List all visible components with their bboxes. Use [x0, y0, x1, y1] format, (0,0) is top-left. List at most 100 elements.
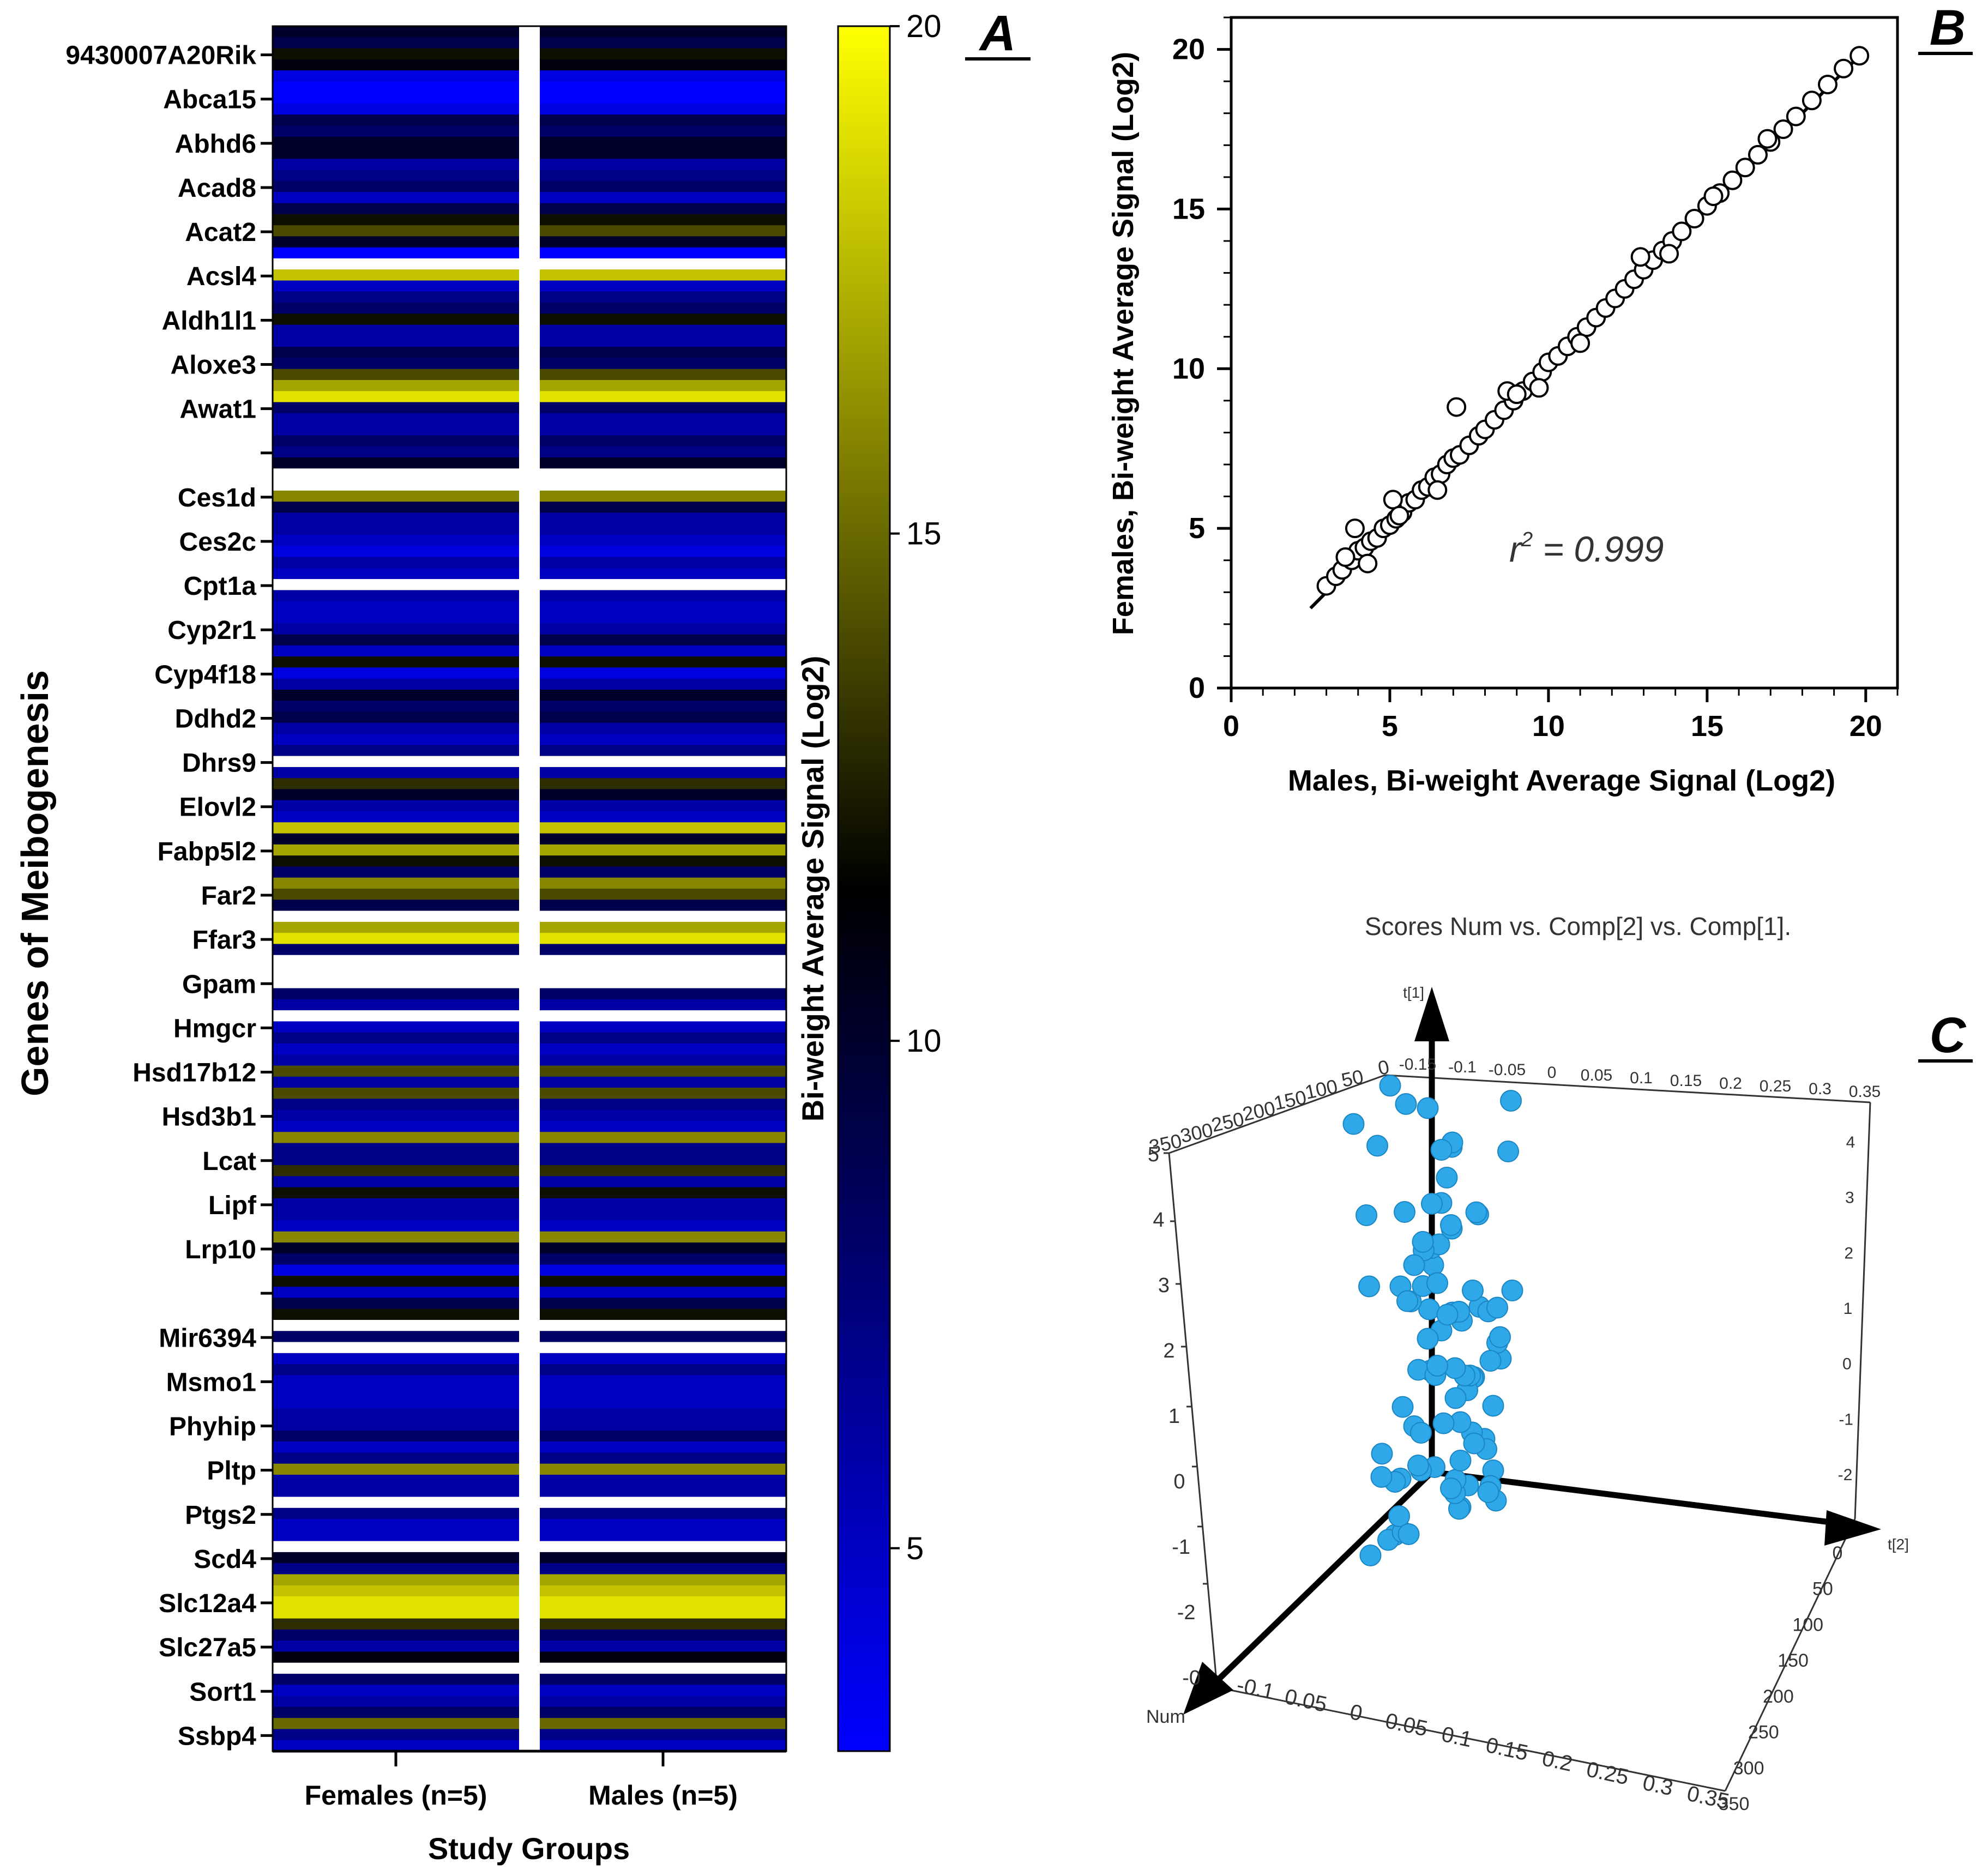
- score-sphere: [1426, 1272, 1448, 1294]
- scores-tick-label: 50: [1812, 1579, 1833, 1600]
- gene-label: Msmo1: [166, 1368, 256, 1397]
- scores-tick-label: 1: [1844, 1300, 1853, 1318]
- gene-label: Lcat: [202, 1147, 256, 1176]
- scatter-point: [1684, 209, 1704, 228]
- scatter-point: [1659, 244, 1679, 264]
- score-sphere: [1440, 1477, 1462, 1499]
- scatter-point: [1757, 129, 1778, 149]
- scatter-point: [1335, 547, 1356, 567]
- gene-label: Abhd6: [175, 130, 256, 159]
- scatter-y-axis-title: Females, Bi-weight Average Signal (Log2): [1107, 52, 1140, 635]
- axis-label-t1: t[1]: [1403, 984, 1424, 1001]
- score-sphere: [1436, 1304, 1459, 1326]
- scatter-point: [1817, 75, 1838, 94]
- group-label-females: Females (n=5): [305, 1780, 487, 1811]
- score-sphere: [1370, 1466, 1393, 1488]
- score-sphere: [1366, 1135, 1388, 1157]
- score-sphere: [1396, 1290, 1418, 1312]
- gene-label: Cyp2r1: [167, 616, 256, 645]
- box-top-back: [1384, 1074, 1871, 1103]
- scatter-point: [1722, 170, 1743, 190]
- gene-label: Dhrs9: [182, 749, 256, 778]
- scores-tick-label: 3: [1158, 1274, 1170, 1297]
- gene-label: Ssbp4: [178, 1722, 256, 1751]
- scatter-ticks: 0 5 10 15 20 0 5 10 15 20: [1172, 16, 1899, 743]
- scores-tick-label: 0: [1348, 1700, 1365, 1726]
- x-axis-title-study-groups: Study Groups: [428, 1831, 630, 1866]
- gene-label-list: 9430007A20Rik Abca15 Abhd6 Acad8 Acat2 Acsl4 A…: [65, 41, 273, 1751]
- scatter-point: [1703, 186, 1724, 206]
- scores-tick-label: 150: [1778, 1650, 1809, 1671]
- scatter-point: [1850, 46, 1870, 66]
- score-sphere: [1407, 1455, 1429, 1476]
- colorbar-tick-label: 20: [906, 9, 942, 44]
- score-sphere: [1417, 1328, 1439, 1350]
- scores-tick-label: 200: [1763, 1686, 1794, 1707]
- score-sphere: [1391, 1396, 1414, 1418]
- score-sphere: [1394, 1201, 1415, 1223]
- scores-tick-label: -0.15: [1399, 1055, 1436, 1073]
- score-sphere: [1489, 1326, 1511, 1348]
- y-tick-label: 15: [1172, 192, 1205, 225]
- gene-label: Ces2c: [179, 528, 256, 557]
- score-sphere: [1418, 1298, 1440, 1320]
- scores-tick-label: 0: [1173, 1470, 1185, 1493]
- score-sphere: [1500, 1090, 1522, 1112]
- scatter-point: [1786, 106, 1806, 126]
- scores-tick-label: 150: [1272, 1085, 1308, 1114]
- scores-tick-label: 5: [1148, 1143, 1159, 1166]
- scores-tick-label: 0.05: [1282, 1685, 1329, 1717]
- main-axes: [1214, 1036, 1844, 1684]
- scatter-point: [1748, 144, 1768, 165]
- scatter-point: [1383, 490, 1403, 510]
- gene-label: Acad8: [178, 174, 256, 203]
- score-sphere: [1479, 1350, 1502, 1372]
- scatter-point: [1735, 158, 1755, 178]
- gene-label: Hsd17b12: [132, 1059, 256, 1088]
- scatter-frame: [1230, 16, 1899, 690]
- num-axis-arrowhead: [1183, 1662, 1233, 1715]
- gene-label: 9430007A20Rik: [65, 41, 256, 70]
- gene-label: Aldh1l1: [162, 306, 256, 335]
- gene-label: Ptgs2: [185, 1501, 256, 1530]
- gene-label: Elovl2: [179, 793, 256, 822]
- scatter-point: [1672, 221, 1692, 242]
- score-sphere: [1371, 1443, 1393, 1465]
- gene-label: Acsl4: [186, 262, 256, 291]
- colorbar-ticks: 5 10 15 20: [890, 9, 942, 1566]
- score-sphere: [1436, 1167, 1458, 1189]
- scatter-point: [1345, 518, 1365, 539]
- t2-axis-arrowhead: [1824, 1510, 1881, 1546]
- x-tick-label: 15: [1691, 710, 1724, 743]
- score-sphere: [1486, 1296, 1508, 1319]
- scores-tick-label: 300: [1733, 1758, 1764, 1778]
- gene-label: Slc12a4: [159, 1589, 256, 1618]
- box-right-back: [1854, 1102, 1871, 1519]
- gene-label: Slc27a5: [159, 1633, 256, 1662]
- scores-tick-label: 0.15: [1670, 1072, 1702, 1090]
- gene-label: Scd4: [194, 1545, 256, 1574]
- scores-tick-label: 2: [1163, 1340, 1174, 1362]
- scatter-points: [1316, 46, 1870, 596]
- scores-tick-label: 2: [1844, 1244, 1853, 1262]
- box-bottom-front: [1216, 1686, 1726, 1792]
- gene-label: Cpt1a: [184, 572, 257, 601]
- colorbar: [837, 25, 891, 1752]
- score-sphere: [1395, 1093, 1417, 1115]
- gene-label: Ces1d: [178, 484, 256, 512]
- scatter-point: [1447, 397, 1467, 417]
- scores-tick-label: 0.3: [1809, 1080, 1832, 1098]
- gene-label: Lrp10: [185, 1235, 256, 1264]
- scatter-point: [1570, 333, 1591, 353]
- group-label-males: Males (n=5): [588, 1780, 738, 1811]
- score-sphere: [1497, 1141, 1519, 1162]
- gene-label: Hsd3b1: [162, 1103, 256, 1132]
- x-tick-label: 10: [1532, 710, 1565, 743]
- scores-tick-label: 0: [1833, 1543, 1843, 1564]
- gene-label: Pltp: [207, 1457, 256, 1486]
- y-tick-label: 0: [1189, 672, 1205, 704]
- score-sphere: [1444, 1387, 1467, 1409]
- colorbar-tick-label: 5: [906, 1531, 924, 1566]
- box-top-left: [1168, 1074, 1385, 1154]
- scores-tick-label: 350: [1719, 1794, 1750, 1814]
